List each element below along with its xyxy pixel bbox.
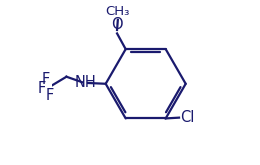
Text: Cl: Cl: [181, 110, 195, 125]
Text: F: F: [38, 81, 46, 96]
Text: O: O: [111, 17, 123, 32]
Text: F: F: [46, 88, 54, 103]
Text: CH₃: CH₃: [106, 5, 130, 18]
Text: NH: NH: [74, 76, 96, 90]
Text: F: F: [42, 72, 50, 87]
